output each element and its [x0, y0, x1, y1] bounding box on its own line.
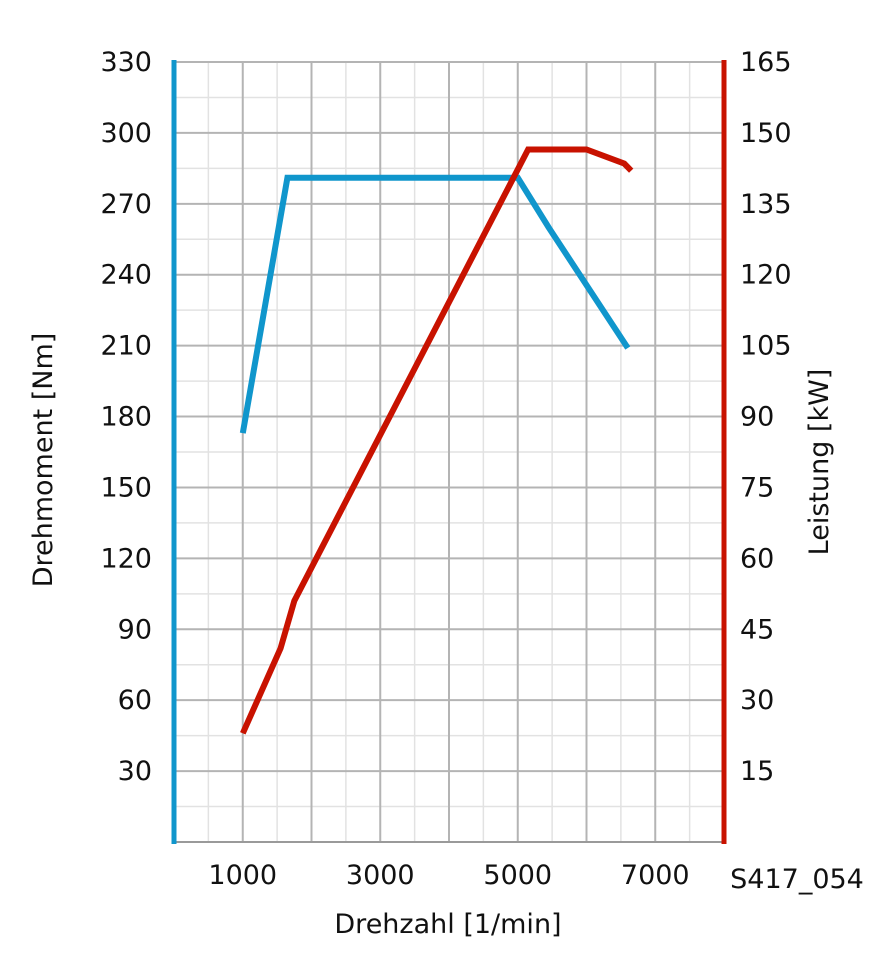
y-left-tick-label: 240 — [100, 260, 152, 291]
y-right-tick-label: 15 — [740, 756, 774, 787]
y-left-tick-label: 270 — [100, 189, 152, 220]
y-right-tick-label: 135 — [740, 189, 792, 220]
y-right-tick-labels: 15 30 45 60 75 90 105 120 135 150 165 — [740, 47, 792, 787]
y-right-tick-label: 120 — [740, 260, 792, 291]
grid-major — [174, 61, 724, 842]
y-right-tick-label: 90 — [740, 402, 774, 433]
series-layer — [239, 146, 634, 735]
figure-code-label: S417_054 — [730, 864, 864, 895]
y-right-tick-label: 165 — [740, 47, 792, 78]
y-left-tick-labels: 30 60 90 120 150 180 210 240 270 300 330 — [100, 47, 152, 787]
y-left-tick-label: 150 — [100, 472, 152, 503]
power-line — [240, 146, 634, 735]
x-tick-labels: 1000 3000 5000 7000 — [208, 860, 689, 891]
y-right-tick-label: 75 — [740, 472, 774, 503]
y-right-tick-label: 150 — [740, 118, 792, 149]
y-left-tick-label: 60 — [118, 685, 152, 716]
y-right-tick-label: 30 — [740, 685, 774, 716]
y-left-tick-label: 180 — [100, 402, 152, 433]
y-right-tick-label: 105 — [740, 331, 792, 362]
torque-line — [239, 174, 631, 434]
y-left-tick-label: 30 — [118, 756, 152, 787]
y-left-tick-label: 90 — [118, 614, 152, 645]
y-left-tick-label: 210 — [100, 331, 152, 362]
y-right-tick-label: 45 — [740, 614, 774, 645]
y-right-axis-title: Leistung [kW] — [804, 369, 835, 556]
y-left-tick-label: 330 — [100, 47, 152, 78]
y-left-axis-title: Drehmoment [Nm] — [28, 333, 59, 588]
x-tick-label: 3000 — [346, 860, 415, 891]
y-left-tick-label: 300 — [100, 118, 152, 149]
x-tick-label: 7000 — [621, 860, 690, 891]
y-left-tick-label: 120 — [100, 543, 152, 574]
y-right-tick-label: 60 — [740, 543, 774, 574]
x-axis-title: Drehzahl [1/min] — [334, 909, 561, 940]
x-tick-label: 1000 — [208, 860, 277, 891]
x-tick-label: 5000 — [483, 860, 552, 891]
axes — [171, 60, 727, 844]
